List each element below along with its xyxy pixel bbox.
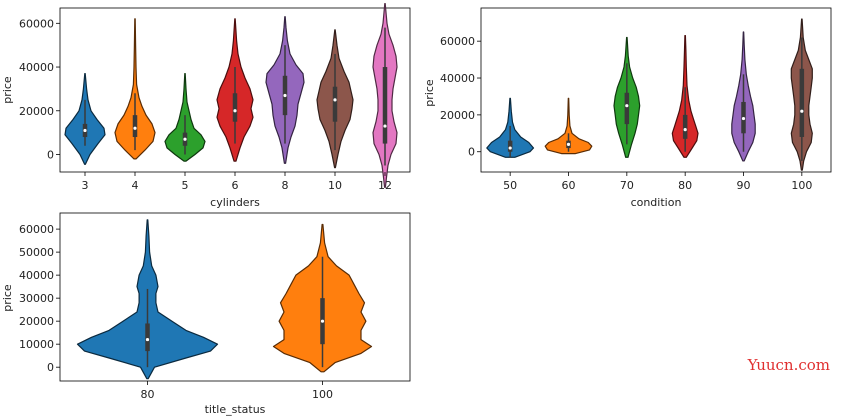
violin-iqr-box-10	[332, 86, 338, 122]
x-tick-label: 4	[132, 179, 139, 192]
violin-body-4	[114, 18, 156, 160]
x-axis: 50 60 70 80 90 100	[503, 172, 812, 192]
violin-median-80	[145, 337, 150, 342]
x-tick-label: 12	[378, 179, 392, 192]
y-axis-label: price	[1, 284, 14, 312]
violin-median-60	[566, 142, 571, 146]
y-axis-label: price	[1, 76, 14, 104]
y-tick-label: 40000	[440, 72, 475, 85]
violin-median-8	[283, 93, 287, 98]
violin-median-4	[133, 126, 137, 130]
y-tick-label: 60000	[19, 223, 54, 236]
y-tick-label: 40000	[19, 61, 54, 74]
violin-iqr-box-80	[682, 114, 688, 139]
x-tick-label: 10	[328, 179, 342, 192]
x-tick-label: 80	[678, 179, 692, 192]
violin-iqr-box-4	[132, 115, 138, 138]
violin-iqr-box-100	[799, 68, 805, 137]
x-axis-label: cylinders	[210, 196, 260, 209]
violin-median-70	[625, 104, 629, 108]
x-axis-label: title_status	[205, 403, 266, 416]
violin-median-10	[333, 98, 337, 102]
violin-median-90	[741, 116, 746, 121]
x-axis-label: condition	[631, 196, 682, 209]
plot-area-frame	[480, 7, 832, 173]
x-tick-label: 50	[503, 179, 517, 192]
violin-median-5	[183, 137, 187, 141]
y-tick-label: 0	[47, 361, 54, 374]
violin-iqr-box-6	[232, 93, 238, 122]
x-tick-label: 90	[737, 179, 751, 192]
violin-iqr-box-80	[145, 323, 150, 352]
y-tick-label: 0	[468, 146, 475, 159]
x-tick-label: 80	[141, 388, 155, 401]
violin-median-100	[320, 319, 325, 323]
y-axis: 0 20000 40000 60000	[19, 17, 60, 162]
x-axis: 80 100	[141, 381, 333, 401]
x-tick-label: 6	[232, 179, 239, 192]
violin-median-50	[508, 146, 512, 150]
y-tick-label: 20000	[19, 105, 54, 118]
violin-median-100	[800, 109, 804, 113]
violin-iqr-box-12	[382, 67, 388, 144]
y-tick-label: 60000	[19, 17, 54, 30]
x-tick-label: 70	[620, 179, 634, 192]
x-tick-label: 5	[182, 179, 189, 192]
condition-violin-chart: 0 20000 40000 60000 50 60 70 80 90 100 condition…	[423, 7, 832, 209]
title-status-violin-chart: 0 10000 20000 30000 40000 50000 60000 80 100 ti…	[1, 212, 411, 416]
watermark-text: Yuucn.com	[747, 356, 830, 374]
violin-median-3	[83, 128, 87, 133]
y-tick-label: 20000	[19, 315, 54, 328]
x-tick-label: 60	[562, 179, 576, 192]
y-tick-label: 10000	[19, 338, 54, 351]
y-tick-label: 20000	[440, 109, 475, 122]
x-tick-label: 100	[791, 179, 812, 192]
x-tick-label: 8	[282, 179, 289, 192]
violin-median-80	[683, 128, 687, 132]
plot-area-frame	[59, 212, 411, 382]
y-tick-label: 40000	[19, 269, 54, 282]
violin-iqr-box-50	[507, 140, 513, 152]
y-axis-label: price	[423, 79, 436, 107]
violin-median-12	[383, 124, 387, 128]
cylinders-violin-chart: 0 20000 40000 60000 3 4 5 6 8 10 12 cylinders pri…	[1, 3, 411, 209]
y-axis: 0 20000 40000 60000	[440, 35, 481, 159]
violin-iqr-box-70	[624, 92, 630, 125]
y-axis: 0 10000 20000 30000 40000 50000 60000	[19, 223, 60, 374]
x-tick-label: 100	[312, 388, 333, 401]
y-tick-label: 50000	[19, 246, 54, 259]
x-axis: 3 4 5 6 8 10 12	[82, 172, 392, 192]
violin-marks	[64, 3, 398, 188]
violin-marks	[76, 219, 373, 380]
y-tick-label: 30000	[19, 292, 54, 305]
violin-body-60	[544, 97, 593, 155]
violin-marks	[486, 18, 813, 171]
violin-median-6	[233, 109, 237, 113]
x-tick-label: 3	[82, 179, 89, 192]
y-tick-label: 60000	[440, 35, 475, 48]
y-tick-label: 0	[47, 149, 54, 162]
